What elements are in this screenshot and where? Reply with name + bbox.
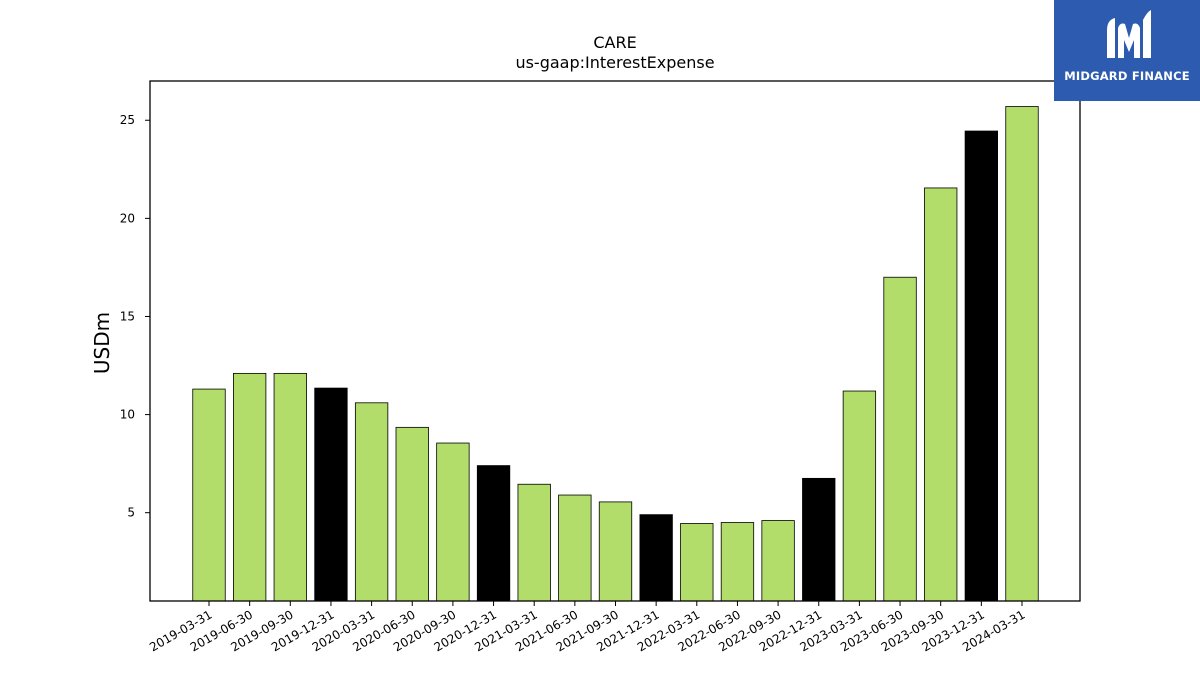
bar-2019-12-31	[314, 387, 348, 602]
bar-2021-09-30	[598, 501, 633, 602]
bar-2019-03-31	[192, 388, 226, 602]
y-tick-label: 25	[120, 113, 135, 127]
bar-2022-06-30	[720, 522, 755, 602]
y-axis-label: USDm	[90, 312, 114, 374]
midgard-finance-logo-icon	[1107, 10, 1151, 58]
chart-title: CARE	[593, 33, 636, 52]
bar-2023-03-31	[842, 390, 877, 602]
bar-2020-03-31	[354, 402, 389, 602]
bar-2020-09-30	[436, 442, 470, 602]
y-tick-label: 5	[127, 506, 135, 520]
bar-2019-09-30	[273, 372, 307, 602]
y-tick-label: 10	[120, 408, 135, 422]
chart-subtitle: us-gaap:InterestExpense	[515, 53, 714, 72]
bar-2022-03-31	[680, 523, 714, 602]
logo-text: MIDGARD FINANCE	[1064, 69, 1190, 83]
y-tick-label: 15	[120, 309, 135, 323]
bars-group	[192, 106, 1039, 602]
bar-2020-12-31	[476, 465, 511, 602]
bar-2021-06-30	[558, 494, 592, 602]
bar-2019-06-30	[232, 372, 267, 602]
bar-2023-09-30	[924, 187, 958, 602]
bar-2022-09-30	[761, 520, 795, 602]
y-tick-label: 20	[120, 211, 135, 225]
bar-2020-06-30	[395, 426, 429, 602]
midgard-finance-logo: MIDGARD FINANCE	[1054, 0, 1200, 101]
bar-2021-03-31	[517, 483, 551, 602]
x-ticks-group: 2019-03-312019-06-302019-09-302019-12-31…	[147, 601, 1028, 654]
bar-2023-12-31	[964, 130, 998, 602]
bar-2024-03-31	[1005, 106, 1039, 602]
plot-frame	[149, 80, 1081, 602]
y-ticks-group: 5 10 15 20 25	[120, 113, 150, 520]
bar-2021-12-31	[639, 514, 673, 602]
bar-2023-06-30	[883, 276, 917, 602]
bar-2022-12-31	[802, 477, 836, 602]
